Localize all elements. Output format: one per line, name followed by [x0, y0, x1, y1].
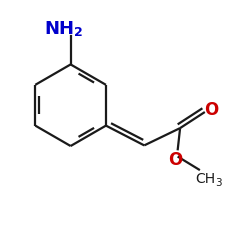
- Text: 2: 2: [74, 26, 82, 39]
- Text: 3: 3: [215, 178, 222, 188]
- Text: O: O: [168, 151, 182, 169]
- Text: NH: NH: [44, 20, 74, 38]
- Text: O: O: [204, 100, 218, 118]
- Text: CH: CH: [195, 172, 215, 186]
